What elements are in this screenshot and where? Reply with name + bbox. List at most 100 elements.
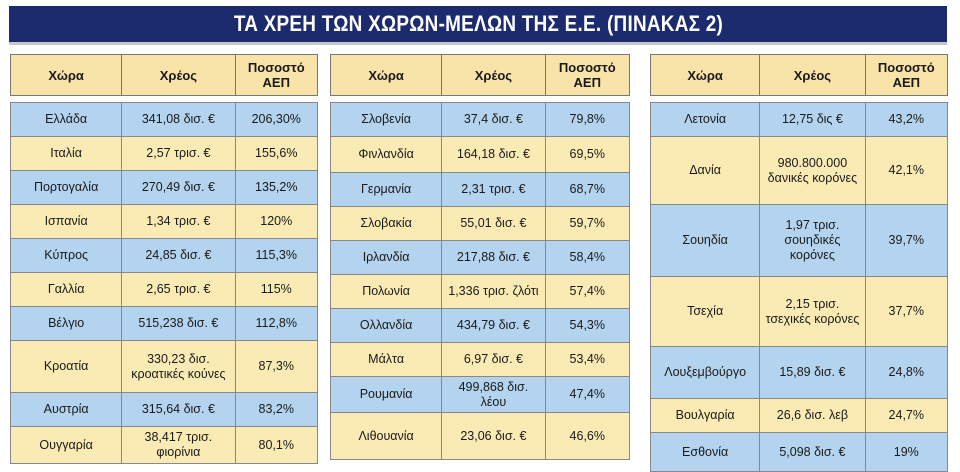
- header-percent: Ποσοστό ΑΕΠ: [247, 60, 305, 90]
- percent-cell: 135,2%: [255, 180, 298, 194]
- country-cell: Δανία: [651, 137, 761, 204]
- table-row: Δανία 980.800.000 δανικές κορόνες 42,1%: [651, 137, 947, 205]
- debt-table-2: Χώρα Χρέος Ποσοστό ΑΕΠ Σλοβενία 37,4 δισ. € 7…: [330, 54, 630, 460]
- table-row: Φινλανδία 164,18 δισ. € 69,5%: [331, 137, 629, 173]
- page-title: ΤΑ ΧΡΕΗ ΤΩΝ ΧΩΡΩΝ-ΜΕΛΩΝ ΤΗΣ Ε.Ε. (ΠΙΝΑΚΑ…: [233, 11, 723, 36]
- debt-cell: 26,6 δισ. λεβ: [760, 399, 866, 432]
- debt-cell: 1,34 τρισ. €: [122, 205, 236, 238]
- country-cell: Γαλλία: [11, 273, 123, 306]
- table-body: Λετονία 12,75 δις € 43,2% Δανία 980.800.000 …: [650, 102, 948, 472]
- debt-table-1: Χώρα Χρέος Ποσοστό ΑΕΠ Ελλάδα 341,08 δισ. €2…: [10, 54, 318, 464]
- debt-cell: 315,64 δισ. €: [122, 393, 236, 426]
- table-row: Λουξεμβούργο 15,89 δισ. € 24,8%: [651, 347, 947, 399]
- country-cell: Κύπρος: [11, 239, 123, 272]
- country-cell: Ρουμανία: [331, 377, 443, 412]
- percent-cell: 42,1%: [888, 163, 924, 177]
- percent-cell: 37,7%: [888, 304, 924, 318]
- debt-cell: 217,88 δισ. €: [442, 241, 546, 274]
- debt-cell: 2,15 τρισ. τσεχικές κορόνες: [760, 277, 866, 346]
- table-row: Λιθουανία 23,06 δισ. € 46,6%: [331, 413, 629, 459]
- table-row: Κύπρος 24,85 δισ. € 115,3%: [11, 239, 317, 273]
- header-country: Χώρα: [651, 55, 761, 95]
- percent-cell: 87,3%: [258, 359, 294, 373]
- debt-cell: 24,85 δισ. €: [122, 239, 236, 272]
- table-row: Ισπανία 1,34 τρισ. € 120%: [11, 205, 317, 239]
- country-cell: Τσεχία: [651, 277, 761, 346]
- debt-cell: 2,57 τρισ. €: [122, 137, 236, 170]
- percent-cell: 46,6%: [569, 428, 605, 443]
- table-row: Σουηδία 1,97 τρισ. σουηδικές κορόνες 39,7%: [651, 205, 947, 277]
- table-row: Μάλτα 6,97 δισ. € 53,4%: [331, 343, 629, 377]
- percent-cell: 54,3%: [569, 318, 605, 332]
- table-row: Γερμανία 2,31 τρισ. € 68,7%: [331, 173, 629, 207]
- debt-cell: 1,97 τρισ. σουηδικές κορόνες: [760, 205, 866, 276]
- percent-cell: 83,2%: [258, 402, 294, 416]
- header-percent: Ποσοστό ΑΕΠ: [877, 60, 935, 90]
- table-row: Ιρλανδία 217,88 δισ. € 58,4%: [331, 241, 629, 275]
- debt-cell: 499,868 δισ. λέου: [442, 377, 546, 412]
- debt-cell: 37,4 δισ. €: [442, 103, 546, 136]
- percent-cell: 115%: [260, 282, 292, 296]
- percent-cell: 59,7%: [569, 216, 605, 230]
- table-row: Ρουμανία 499,868 δισ. λέου 47,4%: [331, 377, 629, 413]
- percent-cell: 24,7%: [888, 408, 924, 422]
- country-cell: Πολωνία: [331, 275, 443, 308]
- country-cell: Ουγγαρία: [11, 427, 123, 463]
- percent-cell: 24,8%: [888, 365, 924, 379]
- percent-cell: 57,4%: [569, 284, 605, 298]
- percent-cell: 206,30%: [251, 112, 301, 126]
- table-row: Κροατία 330,23 δισ. κροατικές κούνες 87,3%: [11, 341, 317, 393]
- country-cell: Αυστρία: [11, 393, 123, 426]
- country-cell: Σλοβενία: [331, 103, 443, 136]
- debt-cell: 6,97 δισ. €: [442, 343, 546, 376]
- country-cell: Ισπανία: [11, 205, 123, 238]
- country-cell: Λουξεμβούργο: [651, 347, 761, 398]
- country-cell: Μάλτα: [331, 343, 443, 376]
- country-cell: Σουηδία: [651, 205, 761, 276]
- table-body: Ελλάδα 341,08 δισ. € 206,30% Ιταλία 2,57 τρι…: [10, 102, 318, 464]
- percent-cell: 43,2%: [888, 112, 924, 126]
- table-header: Χώρα Χρέος Ποσοστό ΑΕΠ: [10, 54, 318, 96]
- table-row: Λετονία 12,75 δις € 43,2%: [651, 103, 947, 137]
- debt-cell: 164,18 δισ. €: [442, 137, 546, 172]
- table-row: Ελλάδα 341,08 δισ. € 206,30%: [11, 103, 317, 137]
- debt-cell: 1,336 τρισ. ζλότι: [442, 275, 546, 308]
- percent-cell: 80,1%: [258, 437, 294, 452]
- header-debt: Χρέος: [760, 55, 866, 95]
- debt-cell: 2,31 τρισ. €: [442, 173, 546, 206]
- country-cell: Εσθονία: [651, 433, 761, 471]
- table-row: Αυστρία 315,64 δισ. € 83,2%: [11, 393, 317, 427]
- percent-cell: 120%: [260, 214, 293, 228]
- country-cell: Ιταλία: [11, 137, 123, 170]
- table-row: Εσθονία 5,098 δισ. € 19%: [651, 433, 947, 471]
- country-cell: Βέλγιο: [11, 307, 123, 340]
- table-row: Πολωνία 1,336 τρισ. ζλότι 57,4%: [331, 275, 629, 309]
- title-banner: ΤΑ ΧΡΕΗ ΤΩΝ ΧΩΡΩΝ-ΜΕΛΩΝ ΤΗΣ Ε.Ε. (ΠΙΝΑΚΑ…: [9, 6, 947, 45]
- debt-cell: 980.800.000 δανικές κορόνες: [760, 137, 866, 204]
- country-cell: Κροατία: [11, 341, 123, 392]
- debt-cell: 12,75 δις €: [760, 103, 866, 136]
- percent-cell: 79,8%: [569, 112, 605, 126]
- country-cell: Γερμανία: [331, 173, 443, 206]
- country-cell: Ολλανδία: [331, 309, 443, 342]
- country-cell: Ιρλανδία: [331, 241, 443, 274]
- country-cell: Φινλανδία: [331, 137, 443, 172]
- percent-cell: 53,4%: [569, 352, 605, 366]
- header-debt: Χρέος: [442, 55, 546, 95]
- debt-cell: 38,417 τρισ. φιορίνια: [122, 427, 236, 463]
- percent-cell: 19%: [893, 444, 919, 459]
- header-country: Χώρα: [11, 55, 123, 95]
- percent-cell: 68,7%: [569, 182, 605, 196]
- country-cell: Ελλάδα: [11, 103, 123, 136]
- table-row: Σλοβενία 37,4 δισ. € 79,8%: [331, 103, 629, 137]
- debt-cell: 15,89 δισ. €: [760, 347, 866, 398]
- table-row: Γαλλία 2,65 τρισ. € 115%: [11, 273, 317, 307]
- debt-cell: 2,65 τρισ. €: [122, 273, 236, 306]
- debt-cell: 434,79 δισ. €: [442, 309, 546, 342]
- table-header: Χώρα Χρέος Ποσοστό ΑΕΠ: [650, 54, 948, 96]
- table-row: Βουλγαρία 26,6 δισ. λεβ 24,7%: [651, 399, 947, 433]
- country-cell: Λιθουανία: [331, 413, 443, 459]
- debt-cell: 5,098 δισ. €: [760, 433, 866, 471]
- country-cell: Σλοβακία: [331, 207, 443, 240]
- debt-cell: 515,238 δισ. €: [122, 307, 236, 340]
